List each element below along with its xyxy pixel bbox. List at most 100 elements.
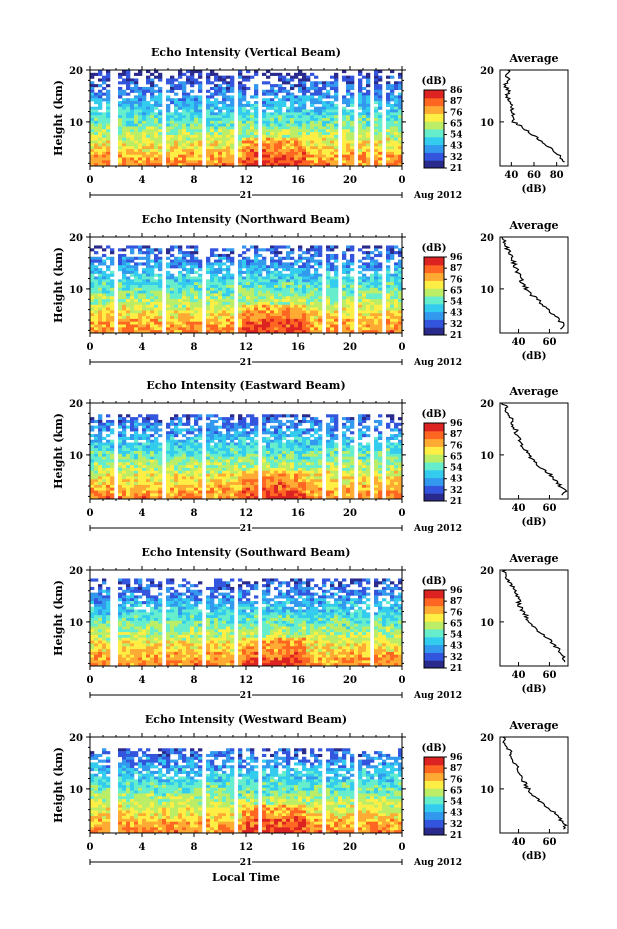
- heatmap-cell: [198, 484, 203, 488]
- heatmap-cell: [150, 414, 155, 418]
- heatmap-cell: [94, 282, 99, 286]
- heatmap-cell: [278, 115, 283, 119]
- heatmap-cell: [178, 129, 183, 133]
- heatmap-cell: [286, 132, 291, 136]
- heatmap-cell: [294, 285, 299, 289]
- heatmap-cell: [278, 313, 283, 317]
- heatmap-cell: [90, 160, 95, 164]
- heatmap-cell: [238, 70, 243, 74]
- heatmap-cell: [198, 313, 203, 317]
- heatmap-cell: [182, 109, 187, 113]
- heatmap-cell: [142, 129, 147, 133]
- heatmap-cell: [94, 106, 99, 110]
- heatmap-cell: [350, 149, 355, 153]
- heatmap-cell: [186, 324, 191, 328]
- heatmap-cell: [98, 95, 103, 99]
- heatmap-cell: [242, 301, 247, 306]
- heatmap-cell: [390, 70, 395, 74]
- heatmap-cell: [122, 273, 127, 277]
- heatmap-cell: [194, 109, 199, 113]
- heatmap-cell: [130, 324, 135, 328]
- heatmap-cell: [174, 134, 179, 139]
- heatmap-cell: [222, 157, 227, 161]
- heatmap-cell: [98, 299, 103, 303]
- heatmap-cell: [94, 321, 99, 325]
- heatmap-cell: [154, 301, 159, 306]
- heatmap-cell: [142, 422, 147, 426]
- heatmap-cell: [170, 462, 175, 466]
- heatmap-cell: [290, 290, 295, 294]
- heatmap-cell: [330, 301, 335, 306]
- heatmap-cell: [334, 95, 339, 99]
- heatmap-cell: [374, 279, 379, 283]
- heatmap-cell: [366, 163, 371, 167]
- heatmap-cell: [394, 129, 399, 133]
- heatmap-cell: [270, 129, 275, 133]
- heatmap-cell: [138, 299, 143, 303]
- heatmap-cell: [238, 304, 243, 308]
- heatmap-cell: [146, 324, 151, 328]
- heatmap-cell: [214, 86, 219, 91]
- profile-x-tick-label: 80: [550, 170, 564, 181]
- heatmap-cell: [154, 118, 159, 122]
- heatmap-cell: [102, 262, 107, 266]
- heatmap-cell: [362, 299, 367, 303]
- heatmap-cell: [318, 324, 323, 328]
- heatmap-cell: [302, 123, 307, 127]
- heatmap-cell: [166, 282, 171, 286]
- heatmap-cell: [138, 273, 143, 277]
- heatmap-cell: [170, 445, 175, 449]
- heatmap-cell: [286, 72, 291, 76]
- heatmap-cell: [94, 442, 99, 446]
- heatmap-cell: [334, 86, 339, 91]
- heatmap-cell: [130, 282, 135, 286]
- heatmap-cell: [190, 256, 195, 260]
- heatmap-cell: [98, 103, 103, 107]
- heatmap-cell: [94, 123, 99, 127]
- heatmap-cell: [270, 157, 275, 161]
- heatmap-cell: [334, 120, 339, 124]
- heatmap-cell: [230, 327, 235, 331]
- heatmap-cell: [130, 445, 135, 449]
- heatmap-cell: [170, 310, 175, 314]
- heatmap-cell: [110, 282, 115, 286]
- heatmap-cell: [230, 129, 235, 133]
- heatmap-cell: [306, 154, 311, 158]
- heatmap-cell: [110, 470, 115, 474]
- heatmap-cell: [146, 86, 151, 91]
- heatmap-cell: [218, 451, 223, 455]
- heatmap-cell: [198, 307, 203, 311]
- heatmap-cell: [330, 86, 335, 91]
- heatmap-cell: [154, 95, 159, 99]
- heatmap-cell: [326, 140, 331, 144]
- heatmap-cell: [206, 265, 211, 269]
- heatmap-cell: [262, 137, 267, 141]
- heatmap-cell: [290, 251, 295, 255]
- heatmap-cell: [126, 327, 131, 331]
- heatmap-cell: [186, 129, 191, 133]
- heatmap-cell: [274, 318, 279, 322]
- heatmap-cell: [186, 151, 191, 155]
- heatmap-cell: [290, 120, 295, 124]
- heatmap-cell: [350, 293, 355, 297]
- heatmap-cell: [310, 134, 315, 139]
- heatmap-cell: [190, 70, 195, 74]
- heatmap-cell: [310, 301, 315, 306]
- heatmap-cell: [226, 324, 231, 328]
- heatmap-cell: [222, 129, 227, 133]
- heatmap-cell: [166, 129, 171, 133]
- heatmap-cell: [118, 431, 123, 435]
- heatmap-cell: [118, 146, 123, 150]
- heatmap-cell: [394, 265, 399, 269]
- heatmap-cell: [238, 89, 243, 93]
- heatmap-cell: [298, 248, 303, 252]
- heatmap-cell: [222, 89, 227, 93]
- heatmap-cell: [330, 103, 335, 107]
- heatmap-cell: [222, 160, 227, 164]
- heatmap-cell: [210, 304, 215, 308]
- heatmap-cell: [190, 476, 195, 480]
- heatmap-cell: [154, 89, 159, 93]
- heatmap-cell: [186, 149, 191, 153]
- heatmap-cell: [102, 493, 107, 497]
- heatmap-cell: [214, 462, 219, 466]
